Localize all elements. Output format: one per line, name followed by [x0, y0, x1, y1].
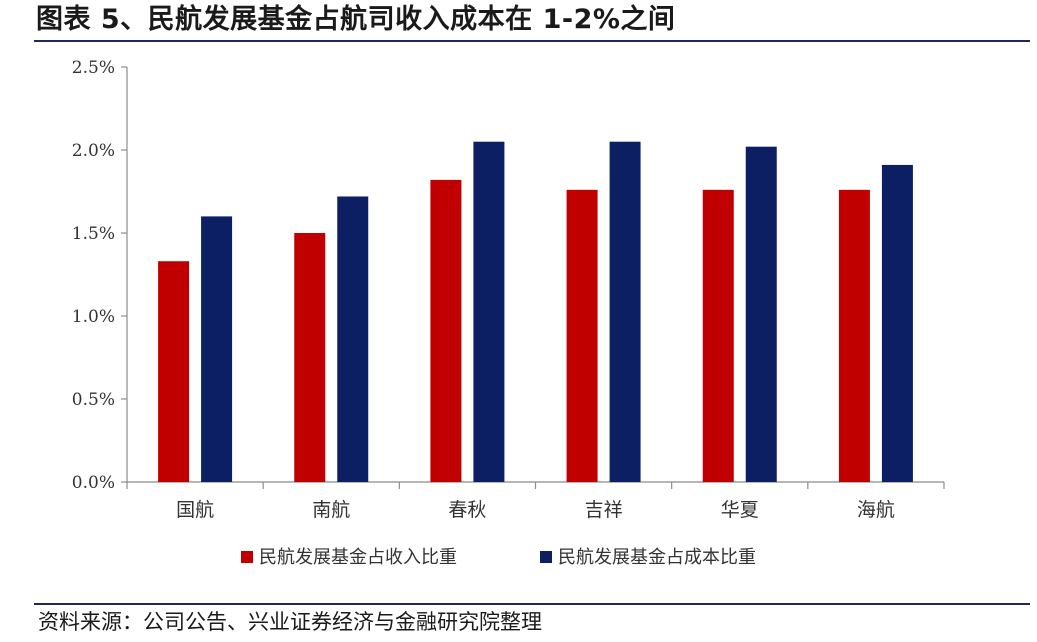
- bar-cost-share: [609, 141, 641, 482]
- source-note: 资料来源：公司公告、兴业证券经济与金融研究院整理: [38, 610, 542, 634]
- bar-revenue-share: [294, 233, 326, 482]
- y-tick-label: 0.0%: [72, 473, 115, 493]
- x-category-label: 吉祥: [585, 499, 623, 521]
- bar-revenue-share: [838, 189, 870, 482]
- y-tick-label: 1.0%: [72, 307, 115, 327]
- x-category-label: 春秋: [448, 499, 486, 521]
- legend-swatch: [241, 551, 253, 563]
- figure-title: 图表 5、民航发展基金占航司收入成本在 1-2%之间: [36, 4, 676, 35]
- bar-revenue-share: [158, 261, 190, 482]
- y-axis: 0.0% 0.5% 1.0% 1.5% 2.0% 2.5%: [72, 58, 128, 493]
- bar-cost-share: [337, 196, 369, 483]
- bar-revenue-share: [702, 189, 734, 482]
- y-tick-label: 2.0%: [72, 141, 115, 161]
- bar-revenue-share: [566, 189, 598, 482]
- x-category-label: 华夏: [721, 499, 759, 521]
- x-category-label: 海航: [857, 499, 895, 521]
- bar-revenue-share: [430, 179, 462, 482]
- x-category-label: 南航: [312, 499, 350, 521]
- y-tick-label: 2.5%: [72, 58, 115, 78]
- bar-cost-share: [201, 216, 233, 482]
- y-tick-label: 1.5%: [72, 224, 115, 244]
- bar-cost-share: [745, 146, 777, 482]
- x-axis: 国航 南航 春秋 吉祥 华夏 海航: [126, 481, 945, 521]
- legend-swatch: [540, 551, 552, 563]
- bar-cost-share: [881, 164, 913, 482]
- bars: [158, 141, 913, 483]
- legend: 民航发展基金占收入比重 民航发展基金占成本比重: [241, 547, 756, 568]
- x-category-label: 国航: [176, 499, 214, 521]
- legend-label: 民航发展基金占收入比重: [259, 547, 457, 568]
- title-divider: [34, 40, 1030, 42]
- bar-cost-share: [473, 141, 505, 482]
- bar-chart: 0.0% 0.5% 1.0% 1.5% 2.0% 2.5% 国航 南航 春秋 吉祥 华夏 海航 民航…: [0, 44, 1037, 600]
- y-tick-label: 0.5%: [72, 390, 115, 410]
- source-divider: [34, 603, 1030, 605]
- legend-label: 民航发展基金占成本比重: [558, 547, 756, 568]
